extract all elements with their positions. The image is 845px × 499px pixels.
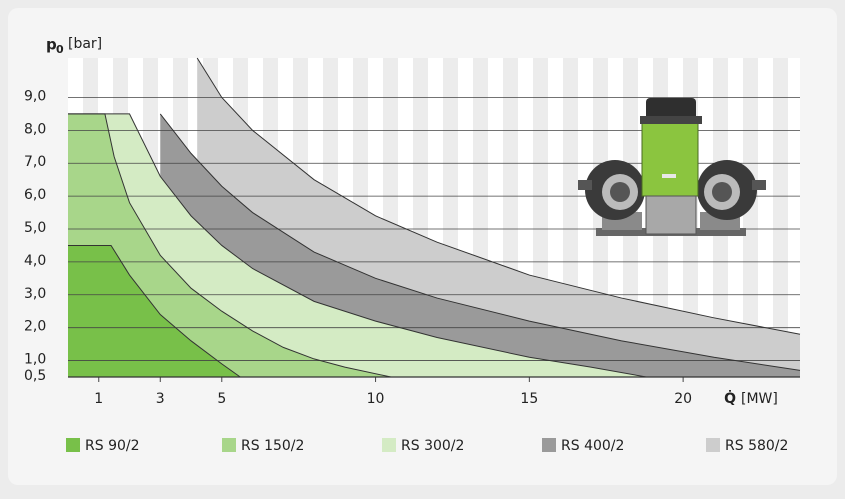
legend-swatch	[382, 438, 396, 452]
legend-swatch	[222, 438, 236, 452]
x-tick-label: 3	[156, 391, 165, 407]
legend-label: RS 400/2	[561, 438, 624, 454]
x-axis-unit: [MW]	[741, 391, 778, 407]
x-tick-label: 10	[367, 391, 385, 407]
legend-label: RS 90/2	[85, 438, 140, 454]
legend-swatch	[706, 438, 720, 452]
y-axis-subscript: 0	[56, 43, 64, 56]
y-tick-label: 2,0	[24, 319, 46, 335]
legend-label: RS 580/2	[725, 438, 788, 454]
legend-label: RS 150/2	[241, 438, 304, 454]
y-tick-label: 0,5	[24, 368, 46, 384]
chart: p 0 [bar] Q̇ [MW] 0,51,02,03,04,05,06,07…	[0, 0, 845, 495]
legend-swatch	[66, 438, 80, 452]
y-tick-label: 9,0	[24, 88, 46, 104]
y-tick-label: 1,0	[24, 352, 46, 368]
legend-swatch	[542, 438, 556, 452]
y-axis-unit: [bar]	[68, 36, 102, 52]
y-tick-label: 3,0	[24, 286, 46, 302]
x-tick-label: 15	[520, 391, 538, 407]
x-tick-label: 20	[674, 391, 692, 407]
x-axis-symbol: Q̇	[724, 390, 736, 407]
legend-label: RS 300/2	[401, 438, 464, 454]
y-tick-label: 8,0	[24, 121, 46, 137]
page: {"chart_data": { "type": "area", "y_axis…	[0, 0, 845, 499]
y-tick-label: 7,0	[24, 154, 46, 170]
y-tick-label: 5,0	[24, 220, 46, 236]
x-tick-label: 5	[217, 391, 226, 407]
y-tick-label: 4,0	[24, 253, 46, 269]
y-tick-label: 6,0	[24, 187, 46, 203]
x-tick-label: 1	[94, 391, 103, 407]
